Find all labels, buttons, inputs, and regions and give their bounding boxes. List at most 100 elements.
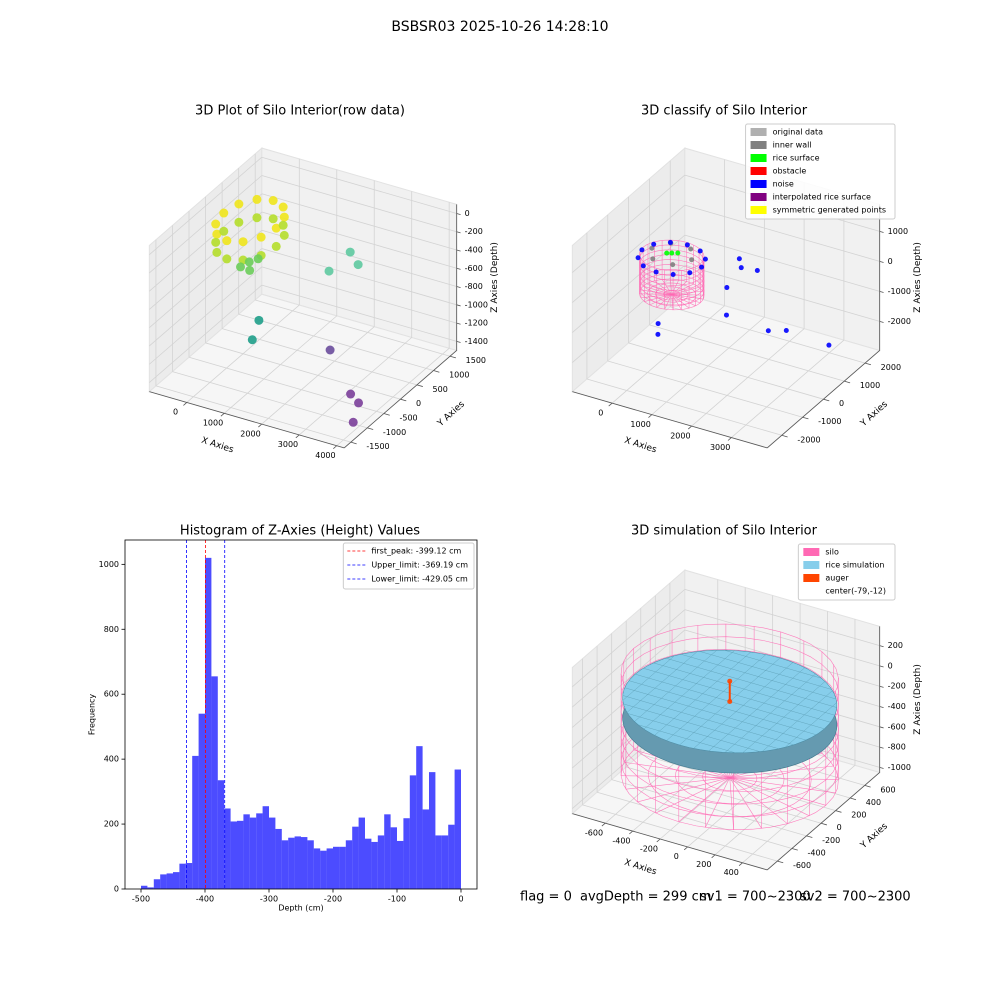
bar [211, 676, 218, 889]
point [348, 417, 358, 427]
rice-mesh [693, 662, 794, 749]
point [826, 342, 832, 348]
grid-line [149, 193, 263, 292]
silo-wire [671, 281, 687, 295]
point [655, 331, 661, 337]
bar [147, 887, 154, 889]
grid-line [261, 284, 457, 342]
tick-mark [383, 413, 390, 416]
bar [224, 808, 231, 889]
tick-mark [879, 746, 884, 749]
y-tick-label: 1000 [449, 371, 469, 380]
bar [166, 873, 173, 889]
z-axis-label: Z Axies (Depth) [913, 242, 923, 313]
point [684, 242, 690, 248]
bar [416, 746, 423, 889]
x-tick-label: 3000 [710, 443, 730, 452]
silo-wire [729, 777, 788, 824]
y-tick-label: 200 [104, 820, 119, 829]
silo-wire [671, 294, 682, 310]
z-tick-label: 0 [888, 661, 893, 670]
point [653, 269, 659, 275]
bar [313, 848, 321, 889]
tick-mark [711, 854, 716, 859]
y-tick-label: 0 [416, 399, 421, 408]
tick-mark [433, 370, 440, 373]
point [688, 246, 694, 252]
legend-label: auger [825, 574, 849, 583]
point [234, 217, 244, 227]
bar [358, 817, 365, 889]
z-tick-label: -800 [888, 743, 906, 752]
point [279, 230, 289, 240]
point [354, 398, 364, 408]
tick-mark [456, 322, 461, 325]
silo-wire [671, 294, 704, 300]
bar [352, 826, 359, 889]
tick-mark [295, 434, 300, 439]
z-tick-label: -400 [465, 246, 483, 255]
tick-mark [879, 685, 884, 688]
grid-line [582, 804, 778, 862]
point [252, 213, 262, 223]
point [651, 241, 657, 247]
grid-line [572, 204, 686, 303]
point [699, 264, 705, 270]
silo-wire [654, 280, 672, 295]
bar [397, 840, 404, 889]
grid-line [714, 757, 828, 856]
point [253, 254, 263, 264]
axis-line [149, 391, 345, 449]
point [702, 256, 708, 262]
silo-wire [671, 290, 703, 295]
silo-wire [729, 777, 762, 829]
y-tick-label: -2000 [797, 435, 820, 444]
bar [294, 836, 301, 889]
bar [441, 835, 449, 889]
legend-swatch [803, 561, 820, 569]
axis-line [572, 391, 768, 449]
grid-line [670, 306, 866, 364]
point [256, 232, 266, 242]
silo-wire [678, 777, 730, 822]
bar [409, 775, 417, 889]
y-tick-label: 0 [114, 885, 119, 894]
silo-wire [729, 777, 839, 780]
tick-mark [823, 398, 830, 402]
z-tick-label: -600 [888, 722, 906, 731]
bar [454, 769, 461, 889]
point [325, 345, 335, 355]
bar [198, 713, 205, 889]
z-tick-label: -1000 [888, 287, 911, 296]
axis-line [766, 772, 880, 871]
point [664, 250, 670, 256]
footer-sv2: sv2 = 700~2300 [800, 890, 911, 905]
bar [243, 814, 250, 889]
tick-mark [608, 402, 613, 407]
y-tick-label: -1500 [366, 442, 389, 451]
silo-wire [647, 282, 672, 295]
bar [403, 818, 410, 889]
bar [179, 863, 186, 889]
silo-wire [639, 293, 672, 295]
silo-wire [729, 765, 834, 778]
point [346, 389, 356, 399]
x-axis-label: Depth (cm) [278, 904, 323, 913]
y-tick-label: 1000 [99, 560, 119, 569]
point [655, 321, 661, 327]
grid-line [742, 765, 856, 864]
point [670, 271, 676, 277]
point [670, 262, 676, 268]
tick-mark [449, 355, 457, 359]
bar [173, 872, 180, 889]
point [222, 254, 232, 264]
rice-mesh [723, 649, 822, 679]
rice-mesh [724, 673, 816, 753]
bar [288, 837, 295, 889]
rice-mesh [680, 653, 837, 700]
z-axis-label: Z Axies (Depth) [913, 664, 923, 735]
chart-title: 3D simulation of Silo Interior [631, 524, 818, 539]
tick-mark [183, 402, 188, 406]
point [697, 248, 703, 254]
x-tick-label: 0 [458, 895, 463, 904]
